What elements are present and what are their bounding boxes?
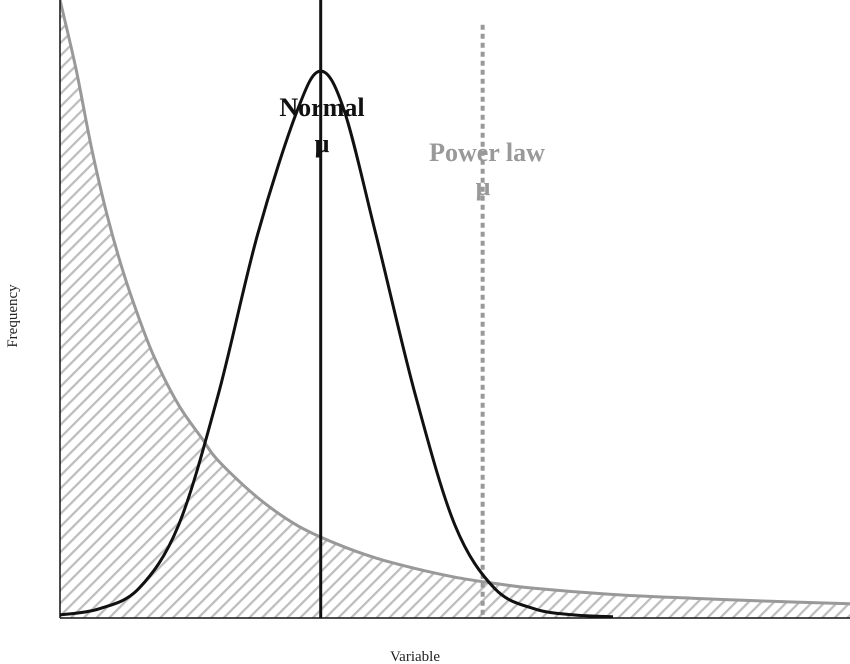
x-axis-label: Variable [390, 649, 440, 664]
normal-mean-symbol: μ [315, 129, 330, 158]
normal-curve [60, 69, 614, 618]
y-axis-label: Frequency [5, 284, 21, 348]
power-law-mean-label: Power law [429, 138, 545, 167]
power-law-mean-symbol: μ [476, 172, 491, 201]
normal-mean-label: Normal [279, 93, 364, 122]
plot-area [60, 0, 850, 618]
power-law-curve [60, 0, 850, 606]
power-law-area [60, 0, 850, 618]
